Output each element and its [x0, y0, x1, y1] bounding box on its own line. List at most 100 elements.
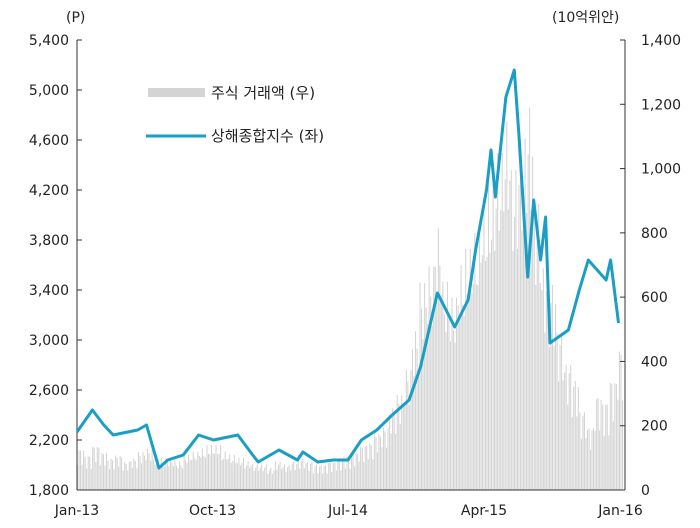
volume-bar [78, 450, 80, 490]
volume-bar [238, 457, 240, 490]
volume-bar [325, 465, 327, 490]
volume-bar [570, 364, 572, 490]
volume-bar [241, 463, 243, 490]
volume-bar [588, 428, 590, 490]
volume-bar [113, 469, 115, 490]
volume-bar [398, 403, 400, 490]
volume-bar [590, 449, 592, 490]
volume-bar [360, 446, 362, 490]
volume-bar [488, 184, 490, 490]
volume-bar [290, 470, 292, 490]
volume-bar [369, 443, 371, 490]
x-tick-label: Jan-13 [54, 503, 99, 519]
volume-bar [378, 434, 380, 490]
volume-bar [381, 447, 383, 490]
left-tick-label: 5,000 [29, 83, 69, 99]
volume-bar [287, 467, 289, 490]
volume-bar [140, 463, 142, 490]
volume-bar [434, 266, 436, 490]
volume-bar [449, 341, 451, 490]
volume-bar [118, 466, 120, 490]
volume-bar [224, 451, 226, 490]
volume-bar [548, 347, 550, 490]
volume-bar [89, 456, 91, 490]
volume-bar [335, 470, 337, 490]
volume-bar [294, 470, 296, 490]
volume-bar [204, 457, 206, 490]
volume-bar [596, 399, 598, 490]
volume-bar [80, 450, 82, 490]
volume-bar [255, 468, 257, 490]
volume-bar [262, 471, 264, 490]
volume-bar [527, 154, 529, 490]
volume-bar [312, 473, 314, 490]
volume-bar [536, 236, 538, 490]
volume-bar [489, 252, 491, 490]
volume-bar [466, 294, 468, 490]
left-tick-label: 4,600 [29, 133, 69, 149]
volume-bar [207, 453, 209, 490]
volume-bar [314, 466, 316, 490]
right-tick-label: 400 [641, 354, 668, 370]
left-tick-label: 5,400 [29, 33, 69, 49]
volume-bar [416, 348, 418, 490]
volume-bar [437, 227, 439, 490]
volume-bar [148, 453, 150, 490]
volume-bar [236, 463, 238, 490]
volume-bar [492, 184, 494, 491]
volume-bar [498, 230, 500, 490]
volume-bar [402, 403, 404, 490]
volume-bar [553, 345, 555, 490]
volume-bar [127, 470, 129, 490]
volume-bar [583, 412, 585, 490]
volume-bar [520, 138, 522, 490]
volume-bar [480, 262, 482, 490]
volume-bar [124, 461, 126, 490]
volume-bar [223, 458, 225, 490]
volume-bar [340, 470, 342, 490]
volume-bar [192, 451, 194, 490]
volume-bar [541, 290, 543, 490]
volume-bar [105, 453, 107, 490]
volume-bar [497, 153, 499, 490]
volume-bar [617, 399, 619, 490]
volume-bar [611, 384, 613, 490]
left-unit-label: (P) [66, 10, 85, 26]
volume-bar [448, 313, 450, 490]
volume-bar [428, 266, 430, 490]
volume-bar [561, 332, 563, 490]
volume-bar [206, 445, 208, 490]
volume-bar [430, 296, 432, 490]
volume-bar [439, 265, 441, 490]
volume-bar [144, 455, 146, 490]
volume-bar [370, 445, 372, 490]
volume-bar [317, 473, 319, 490]
volume-bar [232, 460, 234, 490]
volume-bar [504, 178, 506, 490]
volume-bar [433, 266, 435, 490]
volume-bar [443, 314, 445, 490]
volume-bar [491, 239, 493, 490]
volume-bar [580, 438, 582, 490]
volume-bar [332, 463, 334, 490]
volume-bar [427, 324, 429, 490]
volume-bar [614, 383, 616, 490]
volume-bar [142, 452, 144, 490]
left-tick-label: 1,800 [29, 483, 69, 499]
volume-bar [180, 465, 182, 490]
volume-bar [576, 416, 578, 490]
volume-bar [220, 445, 222, 490]
volume-bar [445, 332, 447, 490]
volume-bar [612, 421, 614, 490]
volume-bar [386, 447, 388, 490]
volume-bar [582, 415, 584, 490]
volume-bar [291, 464, 293, 490]
volume-bar [472, 283, 474, 490]
volume-bar [112, 460, 114, 490]
volume-bar [119, 455, 121, 490]
volume-bar [603, 435, 605, 490]
volume-bar [608, 435, 610, 490]
x-tick-label: Apr-15 [461, 503, 507, 519]
volume-bar [486, 256, 488, 490]
volume-bar [189, 460, 191, 490]
